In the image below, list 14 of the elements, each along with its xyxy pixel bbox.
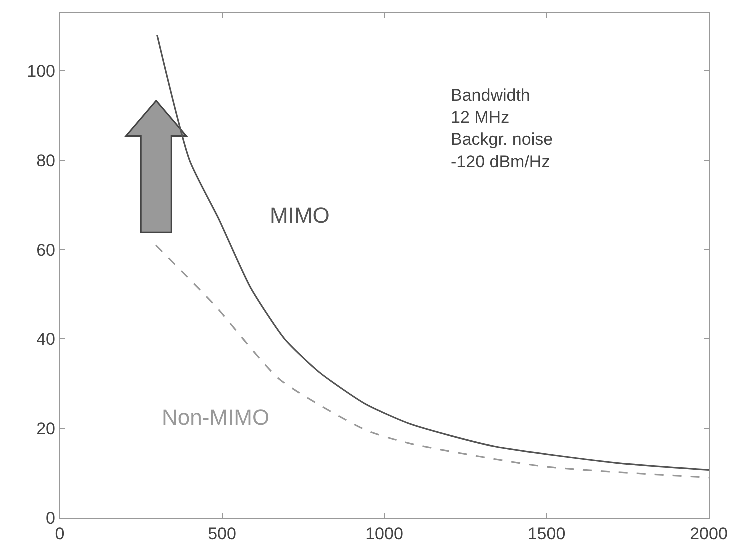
y-tick-label: 60 xyxy=(36,240,56,260)
y-tick-label: 0 xyxy=(46,508,56,528)
y-tick-label: 80 xyxy=(36,151,56,170)
x-tick-label: 500 xyxy=(208,524,236,544)
series-label: Non-MIMO xyxy=(162,405,270,430)
y-tick-label: 100 xyxy=(27,62,56,82)
line-series xyxy=(156,34,709,471)
x-tick-label: 2000 xyxy=(690,524,728,544)
series-label: MIMO xyxy=(270,203,330,228)
y-tick-label: 20 xyxy=(36,420,56,439)
x-tick-label: 1000 xyxy=(366,524,404,544)
annotation: Bandwidth 12 MHz Backgr. noise -120 dBm/Hz xyxy=(451,86,554,172)
x-tick-label: 1500 xyxy=(528,524,566,544)
y-tick-label: 40 xyxy=(36,330,56,350)
